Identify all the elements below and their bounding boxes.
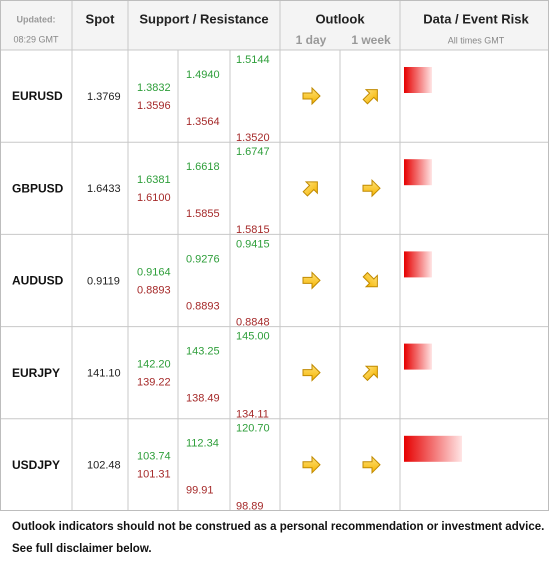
resistance: 0.9276 [186,253,220,265]
support: 1.5815 [236,224,270,236]
outlook-arrow [362,271,378,288]
resistance: 120.70 [236,423,270,435]
support: 1.3596 [137,100,171,112]
resistance: 1.6747 [236,146,270,158]
pair: GBPUSD [12,181,64,195]
spot-header: Spot [86,11,116,26]
outlook-arrow [362,178,381,198]
event-risk-bar [404,159,432,186]
day-header: 1 day [296,33,327,47]
spot: 102.48 [87,460,121,472]
support: 0.8848 [236,316,270,328]
event-risk-bar [404,343,432,370]
support: 1.6100 [137,192,171,204]
resistance: 1.4940 [186,69,220,81]
resistance: 1.3832 [137,82,171,94]
support: 0.8893 [186,300,220,312]
resistance: 0.9164 [137,266,171,278]
event-risk-bar [404,67,432,93]
resistance: 142.20 [137,359,171,371]
support: 139.22 [137,377,171,389]
week-header: 1 week [351,33,391,47]
outlook-arrow [302,363,321,382]
outlook-arrow [302,455,321,475]
support: 99.91 [186,485,214,497]
outlook-arrow [362,455,381,475]
outlook-arrow [302,181,318,197]
support: 0.8893 [137,284,171,296]
outlook-arrow [302,271,321,290]
support: 1.3564 [186,116,220,128]
table-frame [0,0,549,511]
resistance: 112.34 [186,438,219,450]
levels-header: Support / Resistance [139,11,268,26]
pair: EURUSD [12,89,63,103]
times-note: All times GMT [448,35,505,45]
event-risk-bar [404,435,462,462]
support: 134.11 [236,409,269,421]
resistance: 145.00 [236,331,270,343]
updated-time: 08:29 GMT [13,34,59,44]
outlook-arrow [362,365,378,382]
updated-label: Updated: [17,14,56,24]
resistance: 103.74 [137,451,171,463]
resistance: 1.6618 [186,161,220,173]
resistance: 1.6381 [137,174,171,186]
spot: 1.6433 [87,183,121,195]
header-bg [1,1,548,50]
spot: 141.10 [87,368,121,380]
resistance: 143.25 [186,346,220,358]
support: 1.5855 [186,208,220,220]
risk-header: Data / Event Risk [423,11,529,26]
outlook-header: Outlook [315,11,365,26]
spot: 1.3769 [87,91,121,103]
event-risk-bar [404,251,432,278]
pair: AUDUSD [12,274,64,288]
outlook-arrow [302,86,321,106]
pair: USDJPY [12,458,60,472]
disclaimer: Outlook indicators should not be constru… [12,521,544,533]
support: 101.31 [137,469,171,481]
support: 1.3520 [236,132,270,144]
pair: EURJPY [12,366,60,380]
outlook-arrow [362,89,378,105]
support: 98.89 [236,501,264,513]
spot: 0.9119 [87,275,120,287]
resistance: 0.9415 [236,238,270,250]
disclaimer: See full disclaimer below. [12,543,152,555]
support: 138.49 [186,393,220,405]
resistance: 1.5144 [236,54,270,66]
